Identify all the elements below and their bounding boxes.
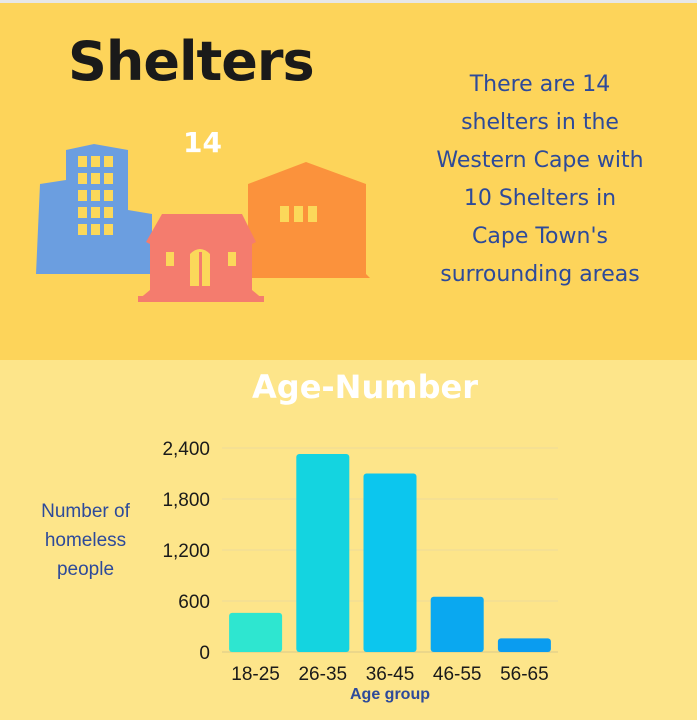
description-line: 10 Shelters in bbox=[463, 186, 617, 211]
x-tick-label: 46-55 bbox=[433, 664, 482, 685]
x-tick-label: 36-45 bbox=[366, 664, 415, 685]
bar-46-55 bbox=[430, 596, 484, 652]
top-border bbox=[0, 0, 697, 3]
description-line: surrounding areas bbox=[440, 262, 640, 287]
y-axis-label: Number of homeless people bbox=[28, 497, 143, 584]
bar-36-45 bbox=[363, 473, 417, 652]
x-axis-label: Age group bbox=[350, 686, 430, 703]
bar-26-35 bbox=[296, 453, 350, 652]
y-axis-label-line: people bbox=[56, 559, 115, 580]
blue-building-icon bbox=[36, 144, 152, 274]
bar-56-65 bbox=[497, 638, 551, 652]
y-tick-label: 600 bbox=[178, 592, 210, 613]
x-tick-label: 18-25 bbox=[231, 664, 280, 685]
description-line: Western Cape with bbox=[436, 148, 644, 173]
orange-building-icon bbox=[244, 162, 370, 278]
y-tick-label: 2,400 bbox=[162, 439, 210, 460]
buildings-illustration bbox=[36, 144, 370, 302]
x-tick-label: 26-35 bbox=[298, 664, 347, 685]
page-title: Shelters bbox=[68, 30, 315, 93]
y-tick-label: 0 bbox=[199, 643, 210, 664]
bar-18-25 bbox=[229, 612, 283, 652]
shelter-count: 14 bbox=[183, 126, 222, 159]
description-line: Cape Town's bbox=[472, 224, 608, 249]
salmon-house-icon bbox=[138, 214, 264, 302]
chart-title: Age-Number bbox=[252, 368, 478, 406]
y-axis-label-line: Number of bbox=[41, 501, 130, 522]
shelter-description: There are 14 shelters in the Western Cap… bbox=[420, 66, 660, 294]
y-tick-label: 1,800 bbox=[162, 490, 210, 511]
x-tick-label: 56-65 bbox=[500, 664, 549, 685]
description-line: shelters in the bbox=[461, 110, 619, 135]
y-axis-label-line: homeless bbox=[44, 530, 127, 551]
description-line: There are 14 bbox=[469, 72, 611, 97]
y-tick-label: 1,200 bbox=[162, 541, 210, 562]
